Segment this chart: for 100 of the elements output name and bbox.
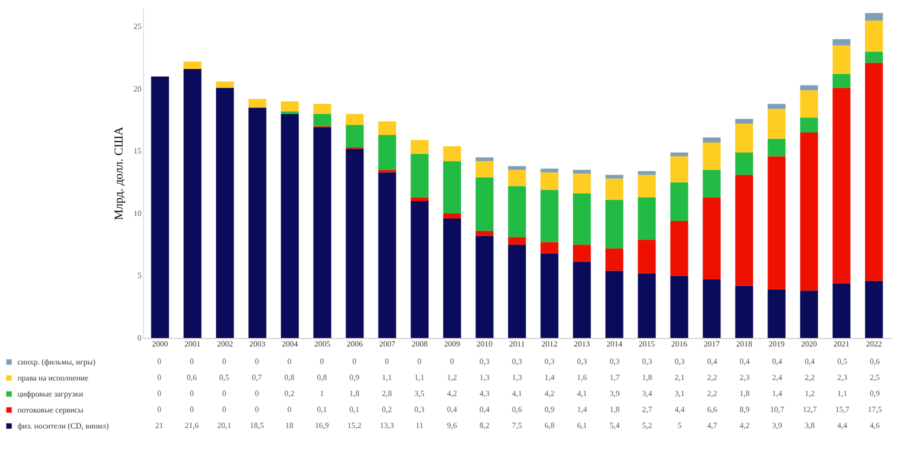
bar <box>605 200 624 248</box>
bar <box>768 138 786 156</box>
bar <box>800 290 818 338</box>
data-label: 0,8 <box>284 373 294 382</box>
bar <box>378 172 396 338</box>
bar <box>572 170 591 174</box>
bar <box>378 170 396 172</box>
x-tick-label: 2012 <box>541 340 558 348</box>
x-tick-label: 2013 <box>574 340 590 348</box>
x-tick-label: 2011 <box>509 340 525 348</box>
data-label: 0 <box>190 389 194 398</box>
data-label: 18,5 <box>250 421 264 430</box>
bar <box>670 152 688 156</box>
bar <box>476 230 494 236</box>
bar <box>313 128 332 338</box>
data-label: 0,3 <box>512 357 522 366</box>
bar <box>540 168 558 172</box>
bar <box>865 280 883 338</box>
bar <box>605 270 624 338</box>
bar <box>443 218 462 338</box>
bar <box>735 286 754 338</box>
x-tick-label: 2000 <box>152 340 168 348</box>
bar <box>378 135 396 170</box>
data-label: 0,8 <box>316 373 327 382</box>
bar <box>768 156 786 290</box>
x-tick-label: 2006 <box>346 340 363 348</box>
bar <box>865 20 883 52</box>
bar <box>280 114 299 338</box>
x-tick-label: 2015 <box>638 340 655 348</box>
data-label: 0,5 <box>219 373 230 382</box>
data-label: 9,6 <box>446 421 457 430</box>
data-label: 0,3 <box>674 357 685 366</box>
x-tick-label: 2007 <box>379 340 396 348</box>
bar <box>605 178 624 200</box>
data-label: 1 <box>320 389 324 398</box>
x-tick-label: 2014 <box>606 340 622 348</box>
data-label: 1,4 <box>577 405 588 414</box>
x-tick-label: 2017 <box>704 340 720 348</box>
bar <box>508 186 526 238</box>
bar <box>670 182 688 221</box>
data-label: 1,7 <box>610 373 620 382</box>
bar <box>865 62 883 281</box>
data-label: 0,9 <box>349 373 360 382</box>
bar <box>410 201 429 338</box>
data-label: 7,5 <box>512 421 522 430</box>
data-label: 2,8 <box>382 389 392 398</box>
data-label: 0 <box>450 357 454 366</box>
bar <box>410 154 429 198</box>
data-label: 3,4 <box>642 389 652 398</box>
data-label: 0,4 <box>772 357 782 366</box>
data-label: 3,8 <box>804 421 815 430</box>
legend-label: права на исполнение <box>18 374 89 382</box>
bar <box>800 132 818 291</box>
bar <box>540 242 558 254</box>
data-label: 0 <box>157 389 162 398</box>
data-label: 2,5 <box>870 373 880 382</box>
legend-label: физ. носители (CD, винил) <box>18 422 110 430</box>
data-label: 17,5 <box>868 405 882 414</box>
bar <box>670 156 688 182</box>
bar <box>605 174 624 179</box>
bar <box>670 276 688 338</box>
bar <box>443 161 462 214</box>
data-label: 3,9 <box>610 389 620 398</box>
bar <box>702 279 721 338</box>
data-label: 11 <box>416 421 424 430</box>
bar <box>800 85 818 90</box>
data-label: 0,3 <box>642 357 652 366</box>
data-label: 5,2 <box>642 421 652 430</box>
bar <box>572 194 591 245</box>
bar <box>280 111 299 114</box>
y-tick-label: 0 <box>138 334 142 342</box>
y-axis-title: Млрд. долл. США <box>112 126 126 220</box>
bar <box>768 289 786 338</box>
bar <box>540 253 558 338</box>
data-label: 4,6 <box>870 421 880 430</box>
data-label: 0 <box>157 373 162 382</box>
bar <box>151 76 169 338</box>
bar <box>832 74 850 88</box>
y-tick-label: 25 <box>134 22 142 32</box>
data-label: 1,1 <box>414 373 424 382</box>
bar <box>735 152 754 175</box>
data-label: 15,7 <box>835 405 850 414</box>
data-label: 0 <box>417 357 422 366</box>
bar <box>248 98 266 108</box>
data-label: 21 <box>155 421 164 430</box>
bar <box>735 174 754 286</box>
data-label: 1,4 <box>544 373 555 382</box>
data-label: 0 <box>157 405 162 414</box>
bar <box>216 88 234 338</box>
y-tick-label: 5 <box>138 271 142 280</box>
data-label: 0,6 <box>186 373 197 382</box>
data-label: 0,2 <box>284 389 294 398</box>
data-label: 0,4 <box>804 357 815 366</box>
x-tick-label: 2005 <box>314 340 330 348</box>
data-label: 8,9 <box>740 405 750 414</box>
data-label: 0 <box>222 357 226 366</box>
data-label: 0,9 <box>544 405 555 414</box>
data-label: 3,1 <box>674 389 685 398</box>
data-label: 4,2 <box>544 389 555 398</box>
data-label: 1,6 <box>577 373 588 382</box>
